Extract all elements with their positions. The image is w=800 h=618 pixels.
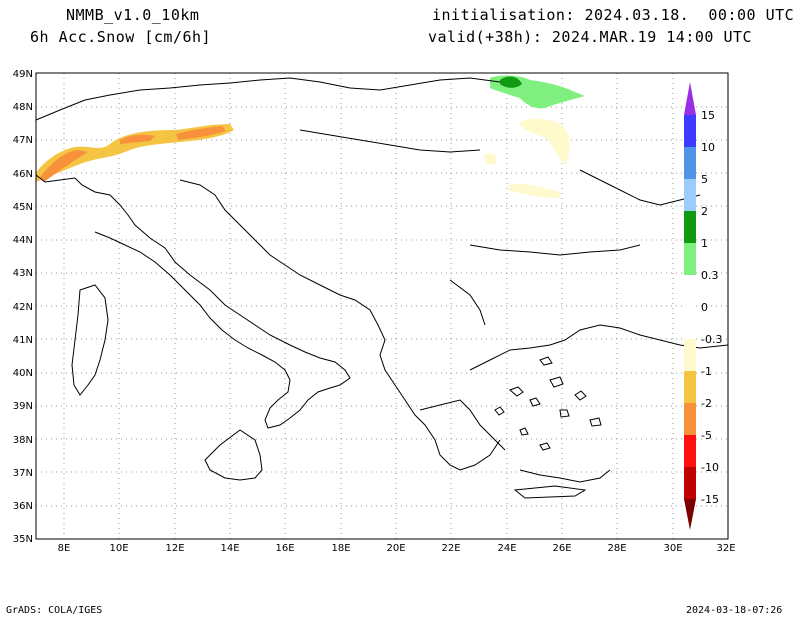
snow-alps-center-core: [120, 134, 155, 144]
lon-label: 24E: [497, 543, 516, 554]
lat-axis: 49N 48N 47N 46N 45N 44N 43N 42N 41N 40N …: [13, 69, 33, 545]
colorbar-swatch-03-1: [684, 243, 696, 275]
snow-alps-east-core: [176, 126, 226, 140]
lat-label: 37N: [13, 468, 33, 479]
lat-label: 43N: [13, 268, 33, 279]
colorbar-label: -5: [701, 429, 712, 442]
colorbar-label: -10: [701, 461, 719, 474]
colorbar-label: -2: [701, 397, 712, 410]
lat-label: 38N: [13, 435, 33, 446]
colorbar-label: 2: [701, 205, 708, 218]
colorbar-swatch-m2-m5: [684, 403, 696, 435]
colorbar-swatch-m03-m1: [684, 339, 696, 371]
colorbar-label: 0: [701, 301, 708, 314]
map-gridlines: [36, 73, 728, 539]
lat-label: 40N: [13, 368, 33, 379]
lon-label: 30E: [663, 543, 682, 554]
colorbar-swatch-m10-m15: [684, 467, 696, 499]
colorbar-top-triangle: [684, 82, 696, 115]
coastlines-borders: [35, 77, 729, 483]
lat-label: 42N: [13, 302, 33, 313]
valid-time: valid(+38h): 2024.MAR.19 14:00 UTC: [428, 28, 753, 46]
lat-label: 39N: [13, 401, 33, 412]
colorbar-label: -1: [701, 365, 712, 378]
snow-patch-2: [508, 183, 560, 199]
colorbar-label: 5: [701, 173, 708, 186]
colorbar: 15 10 5 2 1 0.3 0 -0.3 -1 -2 -5 -10 -15: [684, 82, 722, 530]
lon-label: 26E: [552, 543, 571, 554]
lat-label: 47N: [13, 135, 33, 146]
lat-label: 49N: [13, 69, 33, 80]
lat-label: 41N: [13, 335, 33, 346]
snow-alps-west-core: [40, 150, 88, 182]
lon-label: 14E: [220, 543, 239, 554]
variable-title: 6h Acc.Snow [cm/6h]: [30, 28, 212, 46]
lon-label: 28E: [607, 543, 626, 554]
colorbar-label: 0.3: [701, 269, 719, 282]
colorbar-label: 15: [701, 109, 715, 122]
snow-patch-1: [484, 153, 497, 165]
footer-credit: GrADS: COLA/IGES: [6, 605, 103, 616]
lat-label: 35N: [13, 534, 33, 545]
snow-carpathian-core: [500, 76, 522, 88]
colorbar-swatch-m5-m10: [684, 435, 696, 467]
lon-label: 20E: [386, 543, 405, 554]
lon-label: 16E: [275, 543, 294, 554]
colorbar-bottom-triangle: [684, 499, 696, 530]
aegean-islands: [494, 356, 602, 499]
lat-label: 48N: [13, 102, 33, 113]
lon-label: 12E: [165, 543, 184, 554]
lon-label: 32E: [716, 543, 735, 554]
colorbar-swatch-zero: [684, 275, 696, 339]
colorbar-swatch-2-5: [684, 179, 696, 211]
lon-label: 8E: [58, 543, 71, 554]
lat-label: 45N: [13, 202, 33, 213]
lat-label: 44N: [13, 235, 33, 246]
colorbar-swatch-1-2: [684, 211, 696, 243]
map-frame: [35, 72, 729, 540]
model-title: NMMB_v1.0_10km: [66, 6, 200, 24]
colorbar-swatch-5-10: [684, 147, 696, 179]
footer-timestamp: 2024-03-18-07:26: [686, 605, 783, 616]
lat-label: 46N: [13, 169, 33, 180]
lon-label: 18E: [331, 543, 350, 554]
colorbar-label: 1: [701, 237, 708, 250]
lat-label: 36N: [13, 501, 33, 512]
snow-moldova-light: [520, 118, 570, 165]
lon-label: 22E: [441, 543, 460, 554]
colorbar-label: -15: [701, 493, 719, 506]
colorbar-swatch-m1-m2: [684, 371, 696, 403]
lon-axis: 8E 10E 12E 14E 16E 18E 20E 22E 24E 26E 2…: [58, 543, 736, 554]
colorbar-label: 10: [701, 141, 715, 154]
init-time: initialisation: 2024.03.18. 00:00 UTC: [432, 6, 795, 24]
lon-label: 10E: [109, 543, 128, 554]
colorbar-swatch-10-15: [684, 115, 696, 147]
colorbar-label: -0.3: [701, 333, 722, 346]
snow-fields: [36, 75, 585, 199]
